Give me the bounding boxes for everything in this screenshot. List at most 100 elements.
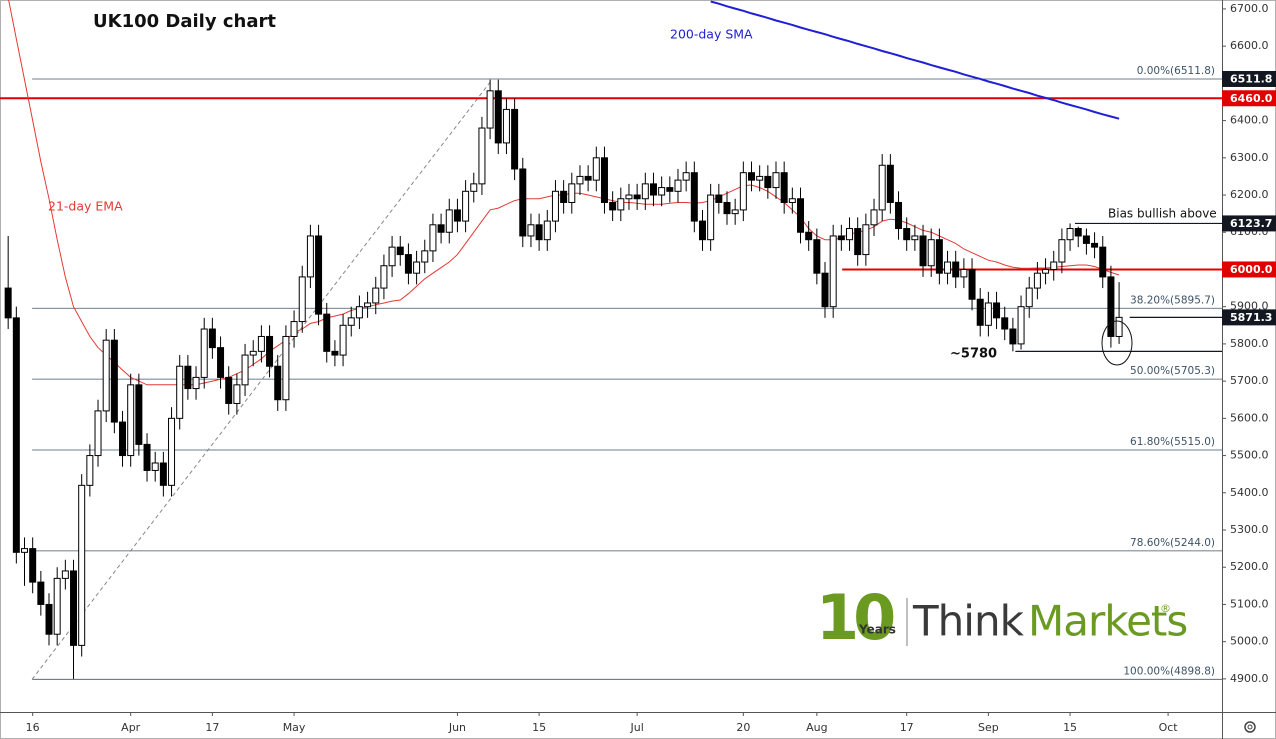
fib-label: 78.60%(5244.0): [1130, 537, 1215, 549]
candle-body: [535, 224, 543, 241]
candle-body: [413, 261, 421, 274]
candle-body: [788, 198, 796, 203]
candle-body: [159, 462, 167, 486]
candle-body: [266, 335, 274, 367]
candle-body: [935, 239, 943, 274]
candle-body: [993, 302, 1001, 319]
x-tick-label: 20: [736, 721, 750, 734]
candle-body: [421, 250, 429, 263]
candle-body: [862, 224, 870, 256]
candle-body: [698, 220, 706, 241]
candle-body: [1066, 228, 1074, 241]
y-tick-label: 5700.0: [1230, 374, 1269, 387]
y-tick-label: 5400.0: [1230, 486, 1269, 499]
candle-body: [1082, 235, 1090, 244]
candle-body: [143, 443, 151, 471]
price-tag: [1222, 90, 1276, 107]
candle-body: [470, 183, 478, 192]
price-tag: [1222, 70, 1276, 87]
y-tick-label: 5200.0: [1230, 560, 1269, 573]
settings-icon[interactable]: [1244, 721, 1256, 733]
candle-body: [208, 328, 216, 349]
candle-body: [1033, 272, 1041, 289]
annotations: 6700.06600.06500.06400.06300.06200.06100…: [26, 2, 1276, 734]
candle-body: [551, 190, 559, 222]
fib-label: 100.00%(4898.8): [1123, 665, 1215, 677]
candle-body: [192, 376, 200, 390]
candle-body: [805, 231, 813, 241]
candle-body: [600, 157, 608, 203]
candle-body: [364, 302, 372, 308]
candle-body: [829, 235, 837, 308]
candle-body: [707, 194, 715, 241]
highlight-ellipse: [1101, 320, 1133, 366]
indicator-label: 200-day SMA: [670, 27, 753, 42]
bias-note: Bias bullish above: [1108, 207, 1217, 221]
candle-body: [184, 365, 192, 390]
candle-body: [127, 384, 135, 457]
gear-hub[interactable]: [1247, 724, 1253, 730]
x-tick-label: Sep: [978, 721, 999, 734]
y-tick-label: 5500.0: [1230, 449, 1269, 462]
fib-label: 50.00%(5705.3): [1130, 365, 1215, 377]
fib-label: 61.80%(5515.0): [1130, 436, 1215, 448]
candle-body: [21, 548, 29, 553]
candle-body: [895, 201, 903, 230]
candle-body: [690, 172, 698, 222]
candle-body: [445, 209, 453, 233]
x-tick-label: Oct: [1159, 721, 1179, 734]
price-tag: [1222, 261, 1276, 278]
x-tick-label: Jul: [629, 721, 643, 734]
candle-body: [927, 239, 935, 267]
candle-body: [1042, 268, 1050, 274]
candle-body: [1074, 228, 1082, 237]
y-tick-label: 5000.0: [1230, 635, 1269, 648]
fib-label: 38.20%(5895.7): [1130, 294, 1215, 306]
logo-markets: Markets: [1028, 597, 1187, 646]
candle-body: [462, 190, 470, 222]
y-tick-label: 6200.0: [1230, 188, 1269, 201]
x-tick-label: 15: [1063, 721, 1077, 734]
y-tick-label: 6300.0: [1230, 151, 1269, 164]
price-tag-label: 6511.8: [1230, 72, 1272, 85]
candle-body: [151, 462, 159, 471]
candle-body: [119, 421, 127, 457]
candle-body: [1058, 239, 1066, 263]
candle-body: [1001, 317, 1009, 330]
candle-body: [61, 570, 69, 579]
fib-trend-line: [31, 78, 493, 680]
y-tick-label: 6700.0: [1230, 2, 1269, 15]
candle-body: [4, 287, 12, 319]
x-tick-label: 17: [900, 721, 914, 734]
candle-body: [12, 317, 20, 553]
candle-body: [658, 187, 666, 196]
price-tag-label: 6000.0: [1230, 263, 1273, 276]
candle-body: [429, 224, 437, 252]
fib-label: 0.00%(6511.8): [1137, 65, 1215, 77]
indicator-line: [710, 0, 1120, 120]
candle-body: [543, 220, 551, 241]
candle-body: [870, 209, 878, 226]
candle-body: [821, 272, 829, 308]
candle-body: [315, 235, 323, 315]
price-tag-label: 6123.7: [1230, 217, 1272, 230]
candle-body: [780, 172, 788, 203]
candle-body: [45, 603, 53, 635]
gear[interactable]: [1244, 721, 1256, 733]
candle-body: [110, 339, 118, 423]
candle-body: [649, 183, 657, 196]
candle-body: [135, 384, 143, 445]
logo-think: Think: [912, 597, 1025, 646]
candle-body: [241, 354, 249, 386]
candle-body: [347, 317, 355, 326]
candle-body: [666, 187, 674, 192]
candle-body: [70, 570, 78, 646]
candle-body: [764, 175, 772, 189]
support-label: ~5780: [950, 347, 997, 362]
candle-body: [168, 417, 176, 486]
candle-body: [355, 306, 363, 319]
x-tick-label: 17: [205, 721, 219, 734]
candle-body: [837, 235, 845, 241]
